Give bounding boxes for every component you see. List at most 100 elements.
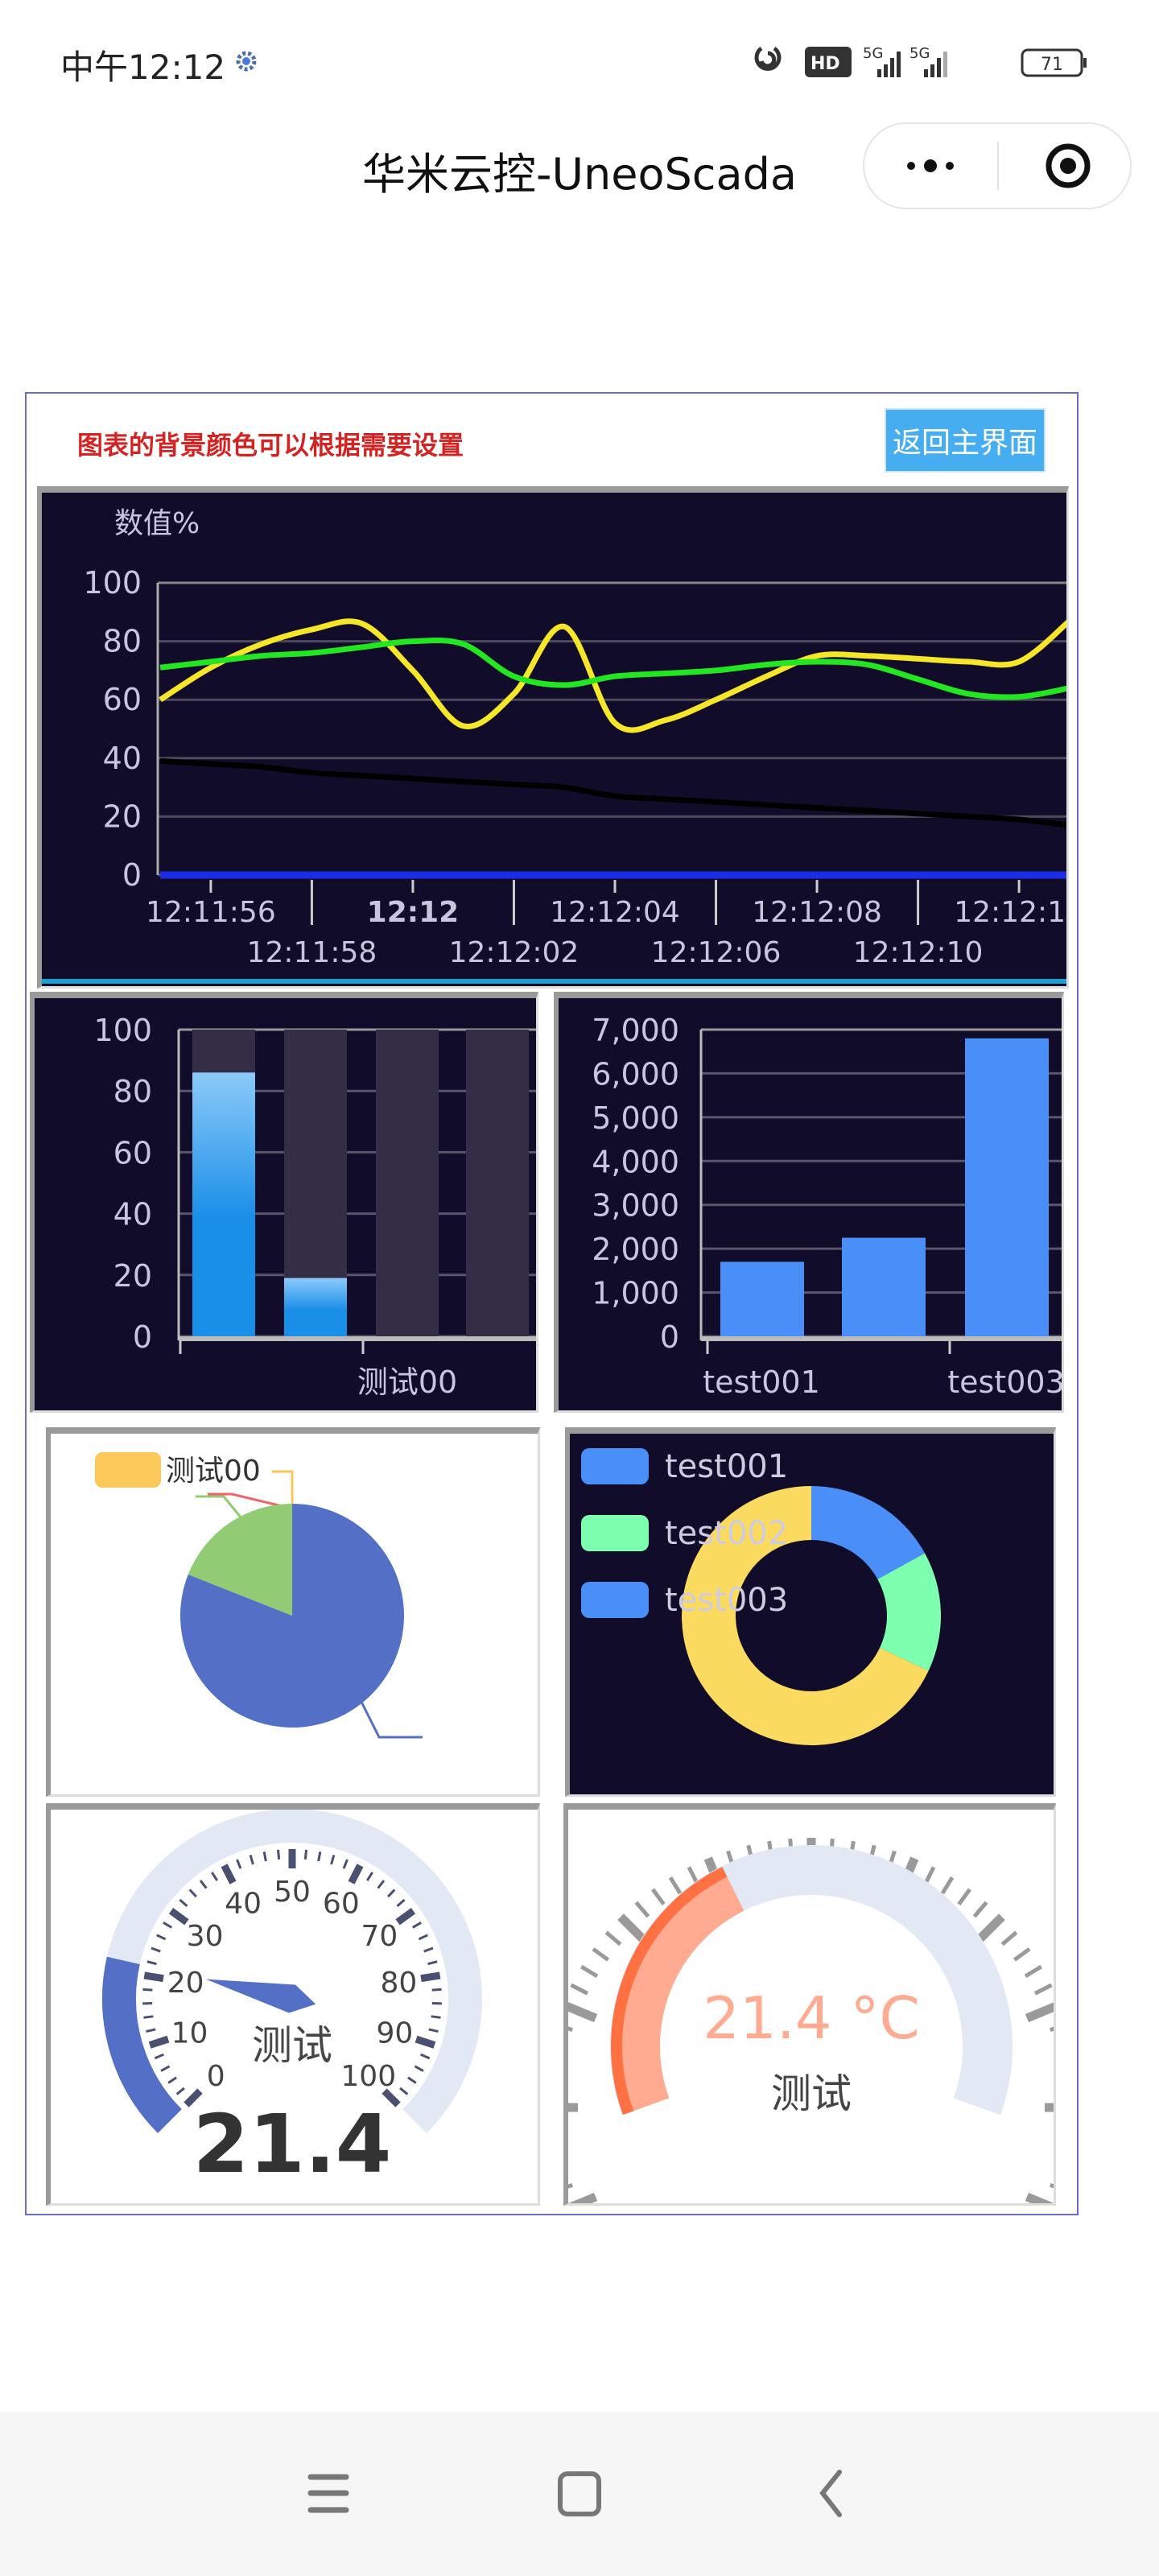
minor-tick: [317, 1852, 322, 1862]
y-tick-label: 4,000: [592, 1144, 679, 1179]
legend-swatch: [581, 1582, 649, 1618]
svg-text:5G: 5G: [863, 45, 883, 62]
menu-icon[interactable]: [307, 2474, 349, 2513]
gauge-tick-label: 20: [167, 1967, 204, 2000]
more-dots-icon[interactable]: [907, 159, 954, 172]
bar: [842, 1237, 926, 1336]
major-tick: [184, 2088, 203, 2107]
y-tick-label: 3,000: [592, 1188, 679, 1224]
y-tick-label: 60: [113, 1135, 152, 1170]
minor-tick: [957, 1888, 971, 1906]
x-tick-label: 12:12:06: [651, 936, 782, 969]
legend-label: 测试00: [166, 1455, 261, 1488]
home-square-icon[interactable]: [558, 2471, 601, 2516]
gauge-progress: [102, 1956, 183, 2133]
major-tick: [1025, 2002, 1054, 2023]
minor-tick: [568, 2183, 574, 2189]
donut-slice: [877, 1553, 941, 1671]
bar-chart-panel-1: 0 20 40 60 80 100 测试00: [30, 992, 538, 1413]
minor-tick: [330, 1854, 336, 1865]
donut-slice: [811, 1486, 926, 1579]
content-frame: [25, 392, 1079, 2215]
x-tick-label: 12:12:10: [853, 936, 984, 969]
minor-tick: [407, 2076, 417, 2084]
gauge-progress-outer: [611, 1866, 728, 2116]
close-target-icon[interactable]: [1046, 143, 1091, 188]
battery-icon: 71: [1021, 48, 1087, 77]
major-tick: [382, 2088, 401, 2107]
y-tick-label: 7,000: [592, 1013, 679, 1048]
y-tick-label: 6,000: [592, 1056, 679, 1092]
gauge-tick-label: 100: [340, 2060, 396, 2093]
page-title: 华米云控-UneoScada: [362, 149, 797, 200]
y-tick-label: 20: [113, 1258, 152, 1294]
svg-text:5G: 5G: [909, 45, 930, 62]
x-tick-label: 12:12:02: [449, 936, 580, 969]
svg-text:71: 71: [1041, 55, 1063, 75]
minor-tick: [236, 1859, 242, 1869]
signal-1-icon: 5G: [863, 45, 901, 77]
minor-tick: [972, 1901, 988, 1918]
gauge-value: 21.4 °C: [703, 1984, 919, 2052]
pie-slice: [180, 1504, 404, 1728]
minor-tick: [1049, 2026, 1054, 2032]
minor-tick: [423, 1946, 434, 1953]
minor-tick: [1024, 1964, 1042, 1979]
status-time: 中午12:12: [60, 47, 226, 87]
minor-tick: [365, 1872, 373, 1881]
gauge-title: 测试: [771, 2070, 852, 2117]
label-line: [208, 1492, 293, 1510]
back-to-main-button[interactable]: 返回主界面: [885, 408, 1046, 473]
y-tick-label: 40: [113, 1197, 152, 1232]
minor-tick: [668, 1876, 683, 1895]
gauge-title: 测试: [252, 2022, 332, 2069]
minor-tick: [163, 1922, 172, 1929]
major-tick: [348, 1864, 364, 1885]
y-tick-label: 60: [103, 682, 142, 717]
settings-gear-icon: [236, 51, 257, 72]
minor-tick: [303, 1849, 307, 1860]
gauge-tick-label: 0: [207, 2060, 225, 2093]
bar-chart-panel-2: 0 1,000 2,000 3,000 4,000 5,000 6,000 7,000 test…: [554, 992, 1064, 1413]
minor-tick: [175, 2087, 185, 2095]
y-tick-label: 5,000: [592, 1100, 679, 1136]
y-tick-label: 100: [93, 1013, 152, 1048]
minor-tick: [146, 2028, 156, 2033]
minor-tick: [687, 1866, 699, 1885]
pie-chart-panel: 测试00: [46, 1427, 540, 1797]
minor-tick: [1033, 1983, 1053, 1996]
minor-tick: [143, 2015, 154, 2019]
minor-tick: [923, 1866, 936, 1885]
minor-tick: [420, 2053, 431, 2060]
minor-tick: [651, 1888, 666, 1906]
legend-swatch: [581, 1515, 649, 1551]
y-tick-label: 1,000: [592, 1276, 679, 1311]
minor-tick: [580, 1964, 599, 1979]
y-tick-label: 100: [83, 565, 142, 601]
minor-tick: [570, 1983, 589, 1996]
bar-background: [376, 1030, 439, 1336]
minor-tick: [428, 2028, 439, 2033]
minor-tick: [342, 1859, 349, 1869]
major-tick: [148, 2035, 170, 2049]
svg-text:HD: HD: [810, 54, 840, 74]
minor-tick: [211, 1872, 219, 1881]
minor-tick: [188, 1889, 197, 1898]
minor-tick: [1055, 2045, 1056, 2049]
pie-chart: 测试00: [95, 1452, 423, 1739]
x-tick-label: 12:12:08: [752, 896, 882, 929]
minor-tick: [249, 1854, 254, 1865]
major-tick: [420, 1971, 441, 1983]
gauge-pointer: [205, 1979, 316, 2013]
y-tick-label: 0: [133, 1319, 152, 1355]
gauge-panel-2: 21.4 °C 测试: [563, 1803, 1056, 2206]
minor-tick: [1000, 1930, 1018, 1946]
back-chevron-icon[interactable]: [819, 2470, 842, 2517]
bar: [284, 1278, 347, 1336]
minor-tick: [377, 1880, 386, 1889]
y-tick-label: 2,000: [592, 1232, 679, 1267]
gauge-tick-label: 60: [323, 1888, 360, 1921]
legend-label: test003: [665, 1582, 788, 1619]
x-tick-label: 12:11:56: [146, 896, 276, 929]
